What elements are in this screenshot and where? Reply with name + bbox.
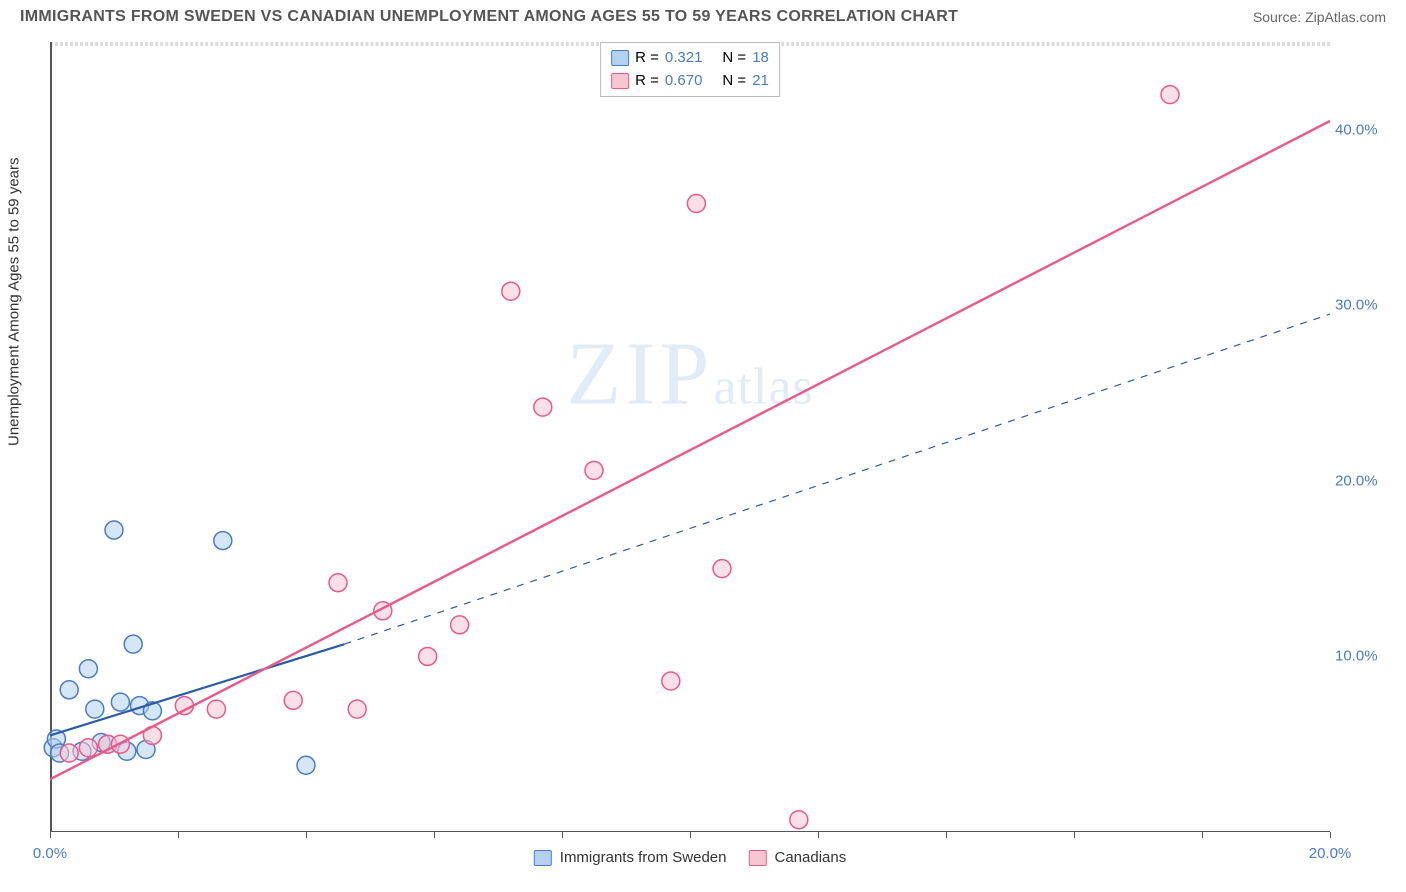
y-axis-label: Unemployment Among Ages 55 to 59 years	[6, 157, 23, 446]
data-point	[105, 521, 123, 539]
swatch-blue-icon	[534, 850, 552, 866]
data-point	[502, 282, 520, 300]
y-tick-label: 40.0%	[1335, 121, 1385, 138]
source-label: Source: ZipAtlas.com	[1253, 9, 1386, 25]
data-point	[419, 647, 437, 665]
x-tick	[946, 832, 947, 838]
data-point	[451, 616, 469, 634]
plot-area: ZIPatlas R = 0.321 N = 18 R = 0.670 N = …	[50, 42, 1330, 832]
chart-svg	[50, 42, 1330, 832]
x-tick	[50, 832, 51, 838]
data-point	[60, 681, 78, 699]
data-point	[713, 560, 731, 578]
data-point	[86, 700, 104, 718]
x-tick	[178, 832, 179, 838]
trend-line	[50, 121, 1330, 779]
chart-title: IMMIGRANTS FROM SWEDEN VS CANADIAN UNEMP…	[20, 8, 958, 26]
data-point	[585, 461, 603, 479]
x-tick	[1202, 832, 1203, 838]
trend-line-extrapolated	[344, 314, 1330, 644]
data-point	[60, 744, 78, 762]
data-point	[79, 660, 97, 678]
x-tick	[434, 832, 435, 838]
data-point	[79, 739, 97, 757]
data-point	[662, 672, 680, 690]
data-point	[534, 398, 552, 416]
data-point	[297, 756, 315, 774]
legend-item: Immigrants from Sweden	[534, 849, 727, 866]
swatch-pink-icon	[749, 850, 767, 866]
x-tick-label: 0.0%	[33, 845, 67, 862]
legend-series: Immigrants from Sweden Canadians	[534, 849, 846, 866]
data-point	[124, 635, 142, 653]
y-tick-label: 30.0%	[1335, 297, 1385, 314]
legend-label: Immigrants from Sweden	[560, 849, 727, 866]
x-tick	[690, 832, 691, 838]
data-point	[207, 700, 225, 718]
header: IMMIGRANTS FROM SWEDEN VS CANADIAN UNEMP…	[0, 0, 1406, 30]
x-tick-label: 20.0%	[1309, 845, 1352, 862]
y-tick-label: 20.0%	[1335, 472, 1385, 489]
x-tick	[306, 832, 307, 838]
legend-item: Canadians	[749, 849, 847, 866]
data-point	[329, 574, 347, 592]
data-point	[214, 532, 232, 550]
x-tick	[1074, 832, 1075, 838]
trend-line	[50, 644, 344, 735]
data-point	[790, 811, 808, 829]
data-point	[348, 700, 366, 718]
x-tick	[818, 832, 819, 838]
data-point	[111, 693, 129, 711]
x-tick	[1330, 832, 1331, 838]
data-point	[284, 691, 302, 709]
data-point	[175, 697, 193, 715]
legend-label: Canadians	[775, 849, 847, 866]
data-point	[687, 195, 705, 213]
y-tick-label: 10.0%	[1335, 648, 1385, 665]
x-tick	[562, 832, 563, 838]
data-point	[1161, 86, 1179, 104]
